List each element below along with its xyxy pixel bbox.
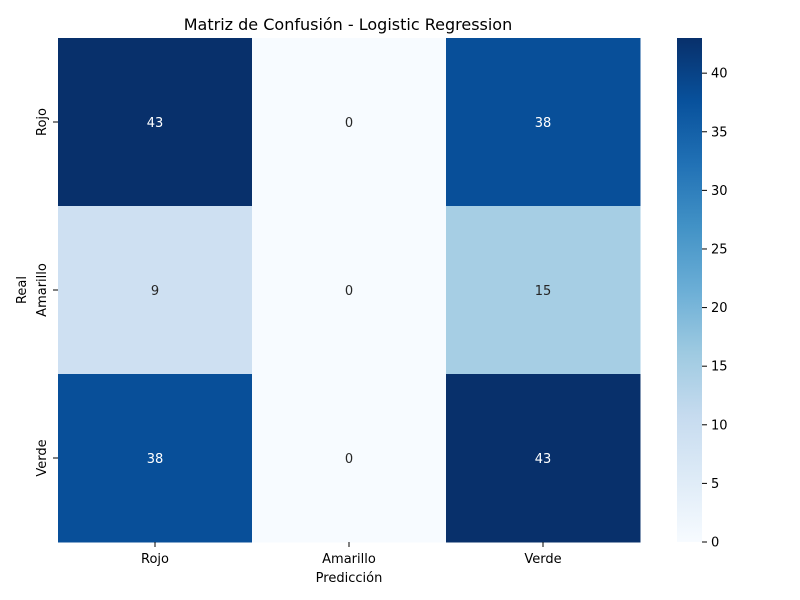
heatmap-cell [252,206,447,375]
heatmap-cell [58,374,253,543]
colorbar-tick-label: 0 [711,536,719,551]
cell-value-label: 43 [535,452,552,467]
cell-value-label: 0 [345,452,353,467]
x-tick-label: Rojo [141,552,169,567]
y-tick-label: Rojo [35,108,50,136]
heatmap-cell [58,206,253,375]
colorbar-tick-label: 35 [711,125,728,140]
heatmap-cell [252,38,447,207]
colorbar-tick-label: 25 [711,242,728,257]
colorbar-tick-label: 5 [711,477,719,492]
colorbar-tick-label: 40 [711,67,728,82]
cell-value-label: 0 [345,116,353,131]
cell-value-label: 15 [535,284,552,299]
colorbar-ticks: 0 5 10 15 20 25 30 35 40 [702,67,728,551]
heatmap-cell [252,374,447,543]
chart-title: Matriz de Confusión - Logistic Regressio… [184,15,512,34]
x-axis: Rojo Amarillo Verde [141,542,562,567]
heatmap-cells [58,38,641,543]
y-tick-label: Amarillo [35,263,50,317]
heatmap-cell [446,374,641,543]
heatmap-cell-labels: 43 0 38 9 0 15 38 0 43 [147,116,552,467]
y-tick-label: Verde [35,439,50,476]
cell-value-label: 43 [147,116,164,131]
x-axis-label: Predicción [316,571,383,586]
colorbar-tick-label: 15 [711,360,728,375]
heatmap-cell [446,38,641,207]
x-tick-label: Amarillo [322,552,376,567]
y-axis-label: Real [15,276,30,304]
heatmap-cell [446,206,641,375]
cell-value-label: 38 [147,452,164,467]
cell-value-label: 9 [151,284,159,299]
colorbar-tick-label: 20 [711,301,728,316]
x-tick-label: Verde [524,552,561,567]
cell-value-label: 38 [535,116,552,131]
cell-value-label: 0 [345,284,353,299]
colorbar-tick-label: 10 [711,418,728,433]
colorbar-tick-label: 30 [711,184,728,199]
y-axis: Rojo Amarillo Verde [35,108,58,477]
heatmap-cell [58,38,253,207]
colorbar [677,38,702,542]
